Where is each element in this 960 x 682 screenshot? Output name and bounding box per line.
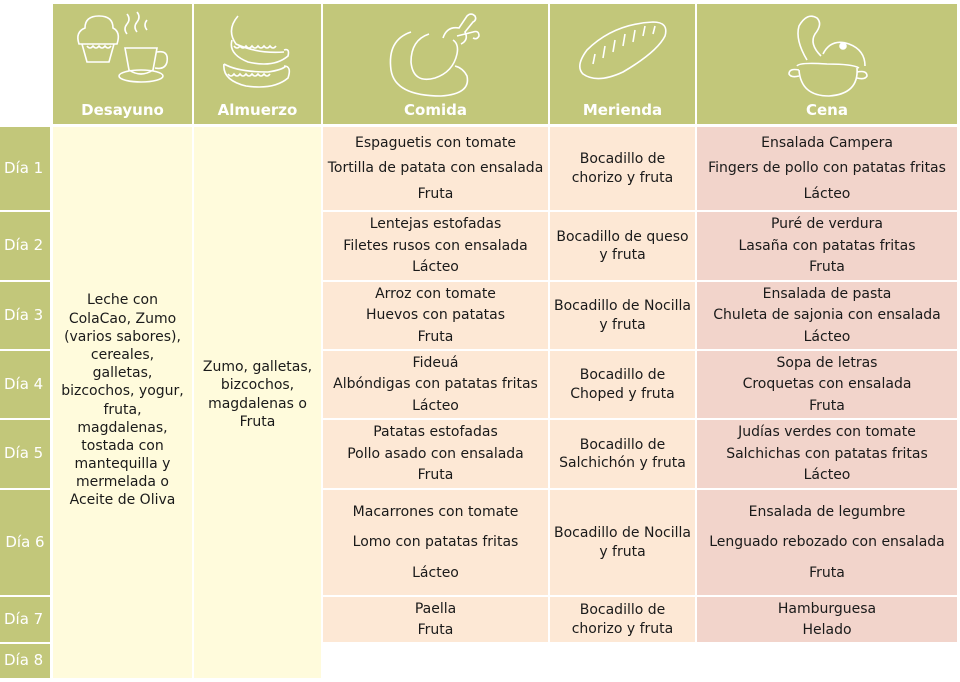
header-cena-label: Cena <box>806 100 848 119</box>
cena-cell: Ensalada de pasta Chuleta de sajonia con … <box>697 282 957 349</box>
bread-loaf-icon <box>578 21 667 80</box>
cena-cell: Sopa de letras Croquetas con ensalada Frut… <box>697 351 957 418</box>
header-desayuno-label: Desayuno <box>81 100 164 119</box>
day-label: Día 7 <box>0 597 50 642</box>
header-merienda: Merienda <box>550 4 695 124</box>
header-comida-label: Comida <box>404 100 467 119</box>
header-cena: Cena <box>697 4 957 124</box>
merienda-cell: Bocadillo de Salchichón y fruta <box>550 420 695 488</box>
day-label: Día 8 <box>0 644 50 678</box>
comida-cell: Paella Fruta <box>323 597 548 642</box>
cena-cell: Ensalada Campera Fingers de pollo con pat… <box>697 127 957 210</box>
comida-cell: Lentejas estofadas Filetes rusos con ensa… <box>323 212 548 280</box>
almuerzo-cell: Zumo, galletas, bizcochos, magdalenas o … <box>194 127 321 678</box>
merienda-cell: Bocadillo de Choped y fruta <box>550 351 695 418</box>
desayuno-text: Leche con ColaCao, Zumo (varios sabores)… <box>61 292 184 509</box>
comida-cell: Espaguetis con tomate Tortilla de patata … <box>323 127 548 210</box>
macarons-icon <box>222 15 290 88</box>
merienda-cell: Bocadillo de chorizo y fruta <box>550 127 695 210</box>
desayuno-cell: Leche con ColaCao, Zumo (varios sabores)… <box>53 127 192 678</box>
comida-cell: Patatas estofadas Pollo asado con ensalad… <box>323 420 548 488</box>
header-desayuno: Desayuno <box>53 4 192 124</box>
header-almuerzo-label: Almuerzo <box>217 100 298 119</box>
day-label: Día 6 <box>0 490 50 595</box>
steaming-pot-icon <box>788 15 868 97</box>
cena-cell: Hamburguesa Helado <box>697 597 957 642</box>
day-label: Día 3 <box>0 282 50 349</box>
header-almuerzo: Almuerzo <box>194 4 321 124</box>
roast-chicken-icon <box>389 13 480 97</box>
day-label: Día 5 <box>0 420 50 488</box>
cena-cell: Judías verdes con tomate Salchichas con p… <box>697 420 957 488</box>
cena-cell: Puré de verdura Lasaña con patatas fritas… <box>697 212 957 280</box>
day-label: Día 4 <box>0 351 50 418</box>
merienda-cell: Bocadillo de chorizo y fruta <box>550 597 695 642</box>
day-label: Día 2 <box>0 212 50 280</box>
cena-cell: Ensalada de legumbre Lenguado rebozado co… <box>697 490 957 595</box>
muffin-and-coffee-cup-icon <box>76 11 168 83</box>
merienda-cell: Bocadillo de Nocilla y fruta <box>550 282 695 349</box>
day-label: Día 1 <box>0 127 50 210</box>
comida-cell: Macarrones con tomate Lomo con patatas fr… <box>323 490 548 595</box>
merienda-cell: Bocadillo de queso y fruta <box>550 212 695 280</box>
header-merienda-label: Merienda <box>582 100 663 119</box>
merienda-cell: Bocadillo de Nocilla y fruta <box>550 490 695 595</box>
almuerzo-text: Zumo, galletas, bizcochos, magdalenas o … <box>202 359 313 430</box>
comida-cell: Arroz con tomate Huevos con patatas Fruta <box>323 282 548 349</box>
header-comida: Comida <box>323 4 548 124</box>
comida-cell: Fideuá Albóndigas con patatas fritas Lácte… <box>323 351 548 418</box>
